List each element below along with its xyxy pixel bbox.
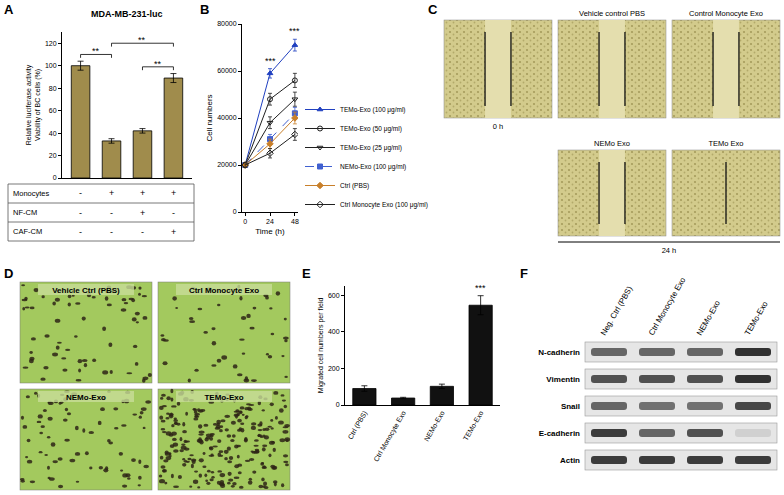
svg-text:+: + (171, 188, 176, 198)
svg-text:60000: 60000 (217, 67, 237, 74)
svg-text:40: 40 (49, 130, 57, 137)
svg-text:TEMo-Exo: TEMo-Exo (204, 393, 243, 402)
svg-text:NEMo-Exo: NEMo-Exo (423, 410, 446, 443)
svg-text:Vimentin: Vimentin (546, 375, 580, 384)
svg-text:+: + (171, 227, 176, 237)
svg-text:E-cadherin: E-cadherin (539, 429, 580, 438)
svg-text:400: 400 (328, 328, 340, 335)
svg-text:TEMo-Exo: TEMo-Exo (462, 410, 485, 442)
svg-text:Control Monocyte Exo: Control Monocyte Exo (689, 9, 763, 18)
svg-text:Ctrl Monocyte Exo (100 μg/ml): Ctrl Monocyte Exo (100 μg/ml) (340, 201, 428, 209)
svg-text:200: 200 (328, 365, 340, 372)
svg-text:60: 60 (49, 107, 57, 114)
svg-text:D: D (4, 266, 13, 281)
svg-text:N-cadherin: N-cadherin (538, 348, 580, 357)
svg-text:Ctrl Monocyte Exo: Ctrl Monocyte Exo (372, 410, 408, 464)
svg-text:-: - (110, 227, 113, 237)
svg-text:Ctrl (PBS): Ctrl (PBS) (340, 182, 369, 190)
svg-text:A: A (4, 2, 14, 17)
svg-text:Monocytes: Monocytes (13, 189, 50, 198)
svg-text:120: 120 (45, 40, 57, 47)
svg-text:20000: 20000 (217, 161, 237, 168)
svg-text:Ctrl Monocyte Exo: Ctrl Monocyte Exo (189, 286, 259, 295)
svg-text:Neg. Ctrl (PBS): Neg. Ctrl (PBS) (599, 284, 635, 337)
svg-text:80: 80 (49, 85, 57, 92)
svg-text:+: + (140, 188, 145, 198)
svg-text:CAF-CM: CAF-CM (13, 227, 42, 236)
svg-text:TEMo-Exo (25 μg/ml): TEMo-Exo (25 μg/ml) (340, 144, 402, 152)
svg-text:24 h: 24 h (662, 246, 677, 255)
svg-text:600: 600 (328, 292, 340, 299)
svg-text:Ctrl Monocyte Exo: Ctrl Monocyte Exo (647, 275, 688, 337)
svg-text:24: 24 (266, 218, 274, 225)
svg-text:0: 0 (243, 218, 247, 225)
svg-text:**: ** (154, 59, 162, 69)
svg-text:F: F (520, 266, 528, 281)
svg-text:Vehicle control PBS: Vehicle control PBS (579, 9, 645, 18)
svg-text:-: - (141, 227, 144, 237)
svg-text:E: E (302, 266, 311, 281)
svg-text:Time (h): Time (h) (255, 227, 285, 236)
svg-text:TEMo-Exo (50 μg/ml): TEMo-Exo (50 μg/ml) (340, 125, 402, 133)
svg-text:**: ** (92, 46, 100, 56)
svg-text:Relative luciferase activityVi: Relative luciferase activityViability of… (25, 64, 42, 145)
svg-text:-: - (110, 208, 113, 218)
svg-text:NEMo-Exo: NEMo-Exo (695, 299, 722, 337)
svg-text:***: *** (289, 26, 300, 36)
svg-text:0: 0 (233, 208, 237, 215)
svg-text:0: 0 (336, 401, 340, 408)
svg-text:+: + (109, 188, 114, 198)
svg-text:MDA-MB-231-luc: MDA-MB-231-luc (91, 9, 163, 19)
svg-text:B: B (200, 2, 209, 17)
svg-text:+: + (140, 208, 145, 218)
svg-text:Ctrl (PBS): Ctrl (PBS) (346, 410, 369, 441)
svg-text:Migrated cell numbers per fiel: Migrated cell numbers per field (317, 298, 325, 394)
svg-text:NEMo Exo: NEMo Exo (594, 139, 630, 148)
svg-text:-: - (79, 188, 82, 198)
svg-text:-: - (79, 227, 82, 237)
svg-text:C: C (428, 2, 438, 17)
svg-text:0: 0 (53, 174, 57, 181)
svg-text:NEMo-Exo (100 μg/ml): NEMo-Exo (100 μg/ml) (340, 163, 406, 171)
svg-text:Cell numbers: Cell numbers (205, 94, 214, 141)
svg-text:Vehicle Ctrl (PBS): Vehicle Ctrl (PBS) (52, 286, 120, 295)
svg-text:TEMo-Exo (100 μg/ml): TEMo-Exo (100 μg/ml) (340, 106, 406, 114)
svg-text:**: ** (138, 35, 146, 45)
svg-text:100: 100 (45, 62, 57, 69)
svg-text:Actin: Actin (560, 456, 580, 465)
svg-text:80000: 80000 (217, 20, 237, 27)
svg-text:-: - (79, 208, 82, 218)
svg-text:20: 20 (49, 152, 57, 159)
svg-text:NEMo-Exo: NEMo-Exo (66, 393, 106, 402)
svg-text:TEMo-Exo: TEMo-Exo (743, 299, 770, 337)
svg-text:0 h: 0 h (493, 122, 503, 131)
svg-text:***: *** (475, 283, 486, 293)
svg-text:TEMo Exo: TEMo Exo (708, 139, 743, 148)
svg-text:Snail: Snail (561, 402, 580, 411)
svg-text:40000: 40000 (217, 114, 237, 121)
svg-text:NF-CM: NF-CM (13, 208, 37, 217)
svg-text:***: *** (265, 56, 276, 66)
svg-text:48: 48 (291, 218, 299, 225)
svg-text:-: - (172, 208, 175, 218)
